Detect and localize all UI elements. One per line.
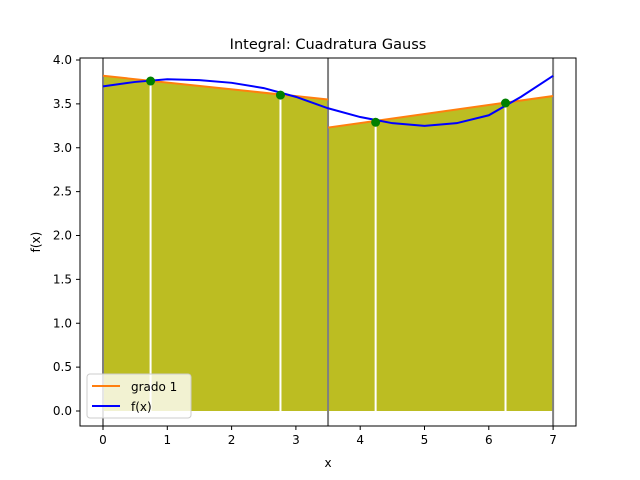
x-tick-label: 0 — [99, 433, 107, 447]
y-tick-label: 3.5 — [53, 97, 72, 111]
trapezoid-fill — [103, 75, 329, 412]
y-tick-label: 0.0 — [53, 404, 72, 418]
x-tick-label: 1 — [163, 433, 171, 447]
interval-boundaries — [102, 58, 555, 426]
x-tick-label: 5 — [421, 433, 429, 447]
fx-line — [102, 74, 554, 127]
grado1-line — [327, 94, 554, 129]
gauss-point — [146, 76, 156, 86]
gauss-point — [501, 98, 511, 108]
y-axis-ticks: 0.0 0.5 1.0 1.5 2.0 2.5 3.0 3.5 4.0 — [53, 53, 80, 418]
series-lines — [102, 74, 554, 129]
x-tick-label: 3 — [292, 433, 300, 447]
x-tick-label: 7 — [549, 433, 557, 447]
y-tick-label: 3.0 — [53, 141, 72, 155]
x-axis-ticks: 0 1 2 3 4 5 6 7 — [99, 426, 557, 447]
y-tick-label: 2.0 — [53, 229, 72, 243]
x-tick-label: 2 — [228, 433, 236, 447]
legend: grado 1 f(x) — [86, 373, 192, 419]
gauss-vertical-lines — [149, 81, 507, 411]
trapezoid-fill — [328, 95, 554, 411]
y-tick-label: 0.5 — [53, 360, 72, 374]
gauss-point — [371, 117, 381, 127]
x-tick-label: 6 — [485, 433, 493, 447]
legend-label-grado1: grado 1 — [131, 380, 177, 394]
y-tick-label: 1.0 — [53, 316, 72, 330]
x-tick-label: 4 — [356, 433, 364, 447]
y-tick-label: 2.5 — [53, 185, 72, 199]
y-axis-label: f(x) — [29, 232, 43, 253]
y-tick-label: 4.0 — [53, 53, 72, 67]
gauss-points — [146, 76, 511, 127]
x-axis-label: x — [324, 456, 331, 470]
gauss-point — [275, 90, 285, 100]
area-fill — [103, 75, 554, 412]
legend-label-fx: f(x) — [131, 400, 152, 414]
y-tick-label: 1.5 — [53, 272, 72, 286]
chart-title: Integral: Cuadratura Gauss — [230, 37, 427, 53]
plot-frame — [79, 57, 577, 427]
